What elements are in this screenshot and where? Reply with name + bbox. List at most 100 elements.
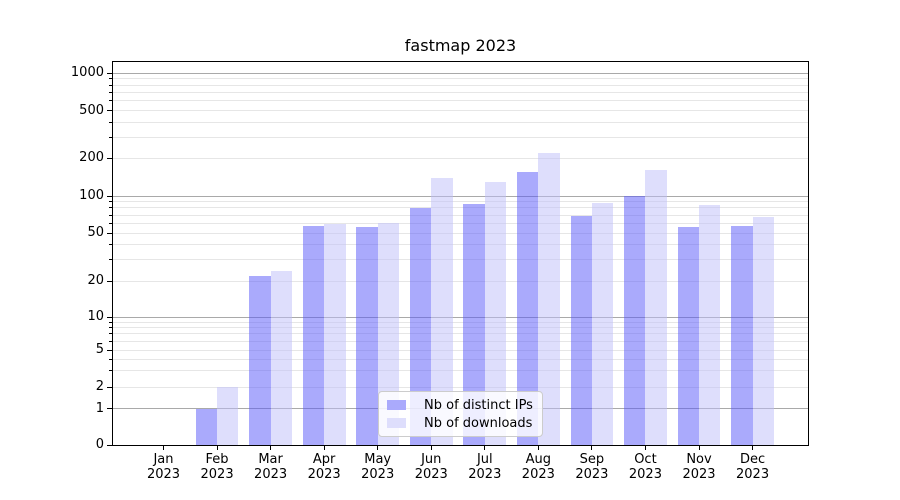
minor-gridline <box>113 232 808 234</box>
month-label: Nov <box>686 452 712 467</box>
y-tick-label: 200 <box>79 150 104 166</box>
legend: Nb of distinct IPs Nb of downloads <box>378 391 543 437</box>
legend-item-distinct-ips: Nb of distinct IPs <box>379 396 542 414</box>
y-minor-tick-mark <box>109 214 112 216</box>
x-tick-label-apr: Apr 2023 <box>294 452 354 482</box>
y-tick-label: 5 <box>95 342 104 357</box>
month-label: Feb <box>205 452 229 467</box>
minor-gridline <box>113 349 808 351</box>
month-label: Jul <box>476 452 493 467</box>
year-label: 2023 <box>361 467 395 482</box>
month-label: Oct <box>634 452 657 467</box>
minor-gridline <box>113 207 808 209</box>
y-tick-mark <box>107 280 112 282</box>
y-tick-label: 20 <box>87 273 104 288</box>
minor-gridline <box>113 340 808 342</box>
x-tick-mark <box>537 446 539 450</box>
bar-distinct-ips-jul <box>463 204 485 445</box>
y-minor-tick-mark <box>109 136 112 138</box>
x-tick-label-oct: Oct 2023 <box>615 452 675 482</box>
minor-gridline <box>113 136 808 138</box>
bar-distinct-ips-may <box>356 226 378 445</box>
y-tick-mark <box>107 349 112 351</box>
minor-gridline <box>113 214 808 216</box>
x-tick-label-feb: Feb 2023 <box>187 452 247 482</box>
minor-gridline <box>113 201 808 203</box>
y-minor-tick-mark <box>109 327 112 329</box>
year-label: 2023 <box>468 467 502 482</box>
x-tick-label-mar: Mar 2023 <box>241 452 301 482</box>
minor-gridline <box>113 222 808 224</box>
bar-downloads-dec <box>752 217 774 445</box>
month-label: Aug <box>525 452 552 467</box>
y-tick-mark <box>107 195 112 197</box>
bar-distinct-ips-jun <box>409 207 432 445</box>
minor-gridline <box>113 358 808 360</box>
x-tick-label-aug: Aug 2023 <box>508 452 568 482</box>
minor-gridline <box>113 91 808 93</box>
year-label: 2023 <box>575 467 609 482</box>
minor-gridline <box>113 121 808 123</box>
x-tick-mark <box>484 446 486 450</box>
minor-gridline <box>113 259 808 261</box>
year-label: 2023 <box>736 467 770 482</box>
bar-downloads-may <box>377 223 400 445</box>
y-minor-tick-mark <box>109 370 112 372</box>
bar-downloads-mar <box>270 271 292 445</box>
x-tick-mark <box>430 446 432 450</box>
month-label: Mar <box>258 452 283 467</box>
axis-spine-left <box>112 61 113 446</box>
bar-downloads-nov <box>699 205 721 445</box>
bar-downloads-aug <box>538 153 560 445</box>
y-tick-mark <box>107 386 112 388</box>
bar-distinct-ips-nov <box>677 226 699 445</box>
month-label: Dec <box>739 452 766 467</box>
bar-distinct-ips-dec <box>731 226 753 445</box>
bar-downloads-oct <box>645 169 667 445</box>
y-tick-label: 2 <box>95 379 104 394</box>
y-tick-label: 100 <box>79 188 104 203</box>
axis-spine-right <box>808 61 809 446</box>
y-minor-tick-mark <box>109 358 112 360</box>
x-tick-mark <box>377 446 379 450</box>
minor-gridline <box>113 110 808 111</box>
minor-gridline <box>113 333 808 335</box>
bar-distinct-ips-sep <box>570 215 592 445</box>
y-minor-tick-mark <box>109 259 112 261</box>
year-label: 2023 <box>682 467 716 482</box>
y-minor-tick-mark <box>109 321 112 323</box>
y-minor-tick-mark <box>109 78 112 80</box>
x-tick-label-may: May 2023 <box>348 452 408 482</box>
year-label: 2023 <box>628 467 662 482</box>
minor-gridline <box>113 386 808 388</box>
x-tick-mark <box>752 446 754 450</box>
legend-label: Nb of distinct IPs <box>424 397 533 413</box>
bar-distinct-ips-oct <box>624 196 646 445</box>
year-label: 2023 <box>307 467 341 482</box>
year-label: 2023 <box>521 467 555 482</box>
downloads-swatch-icon <box>387 418 406 428</box>
bar-distinct-ips-feb <box>195 408 218 445</box>
y-tick-mark <box>107 316 112 318</box>
y-minor-tick-mark <box>109 244 112 246</box>
x-tick-mark <box>591 446 593 450</box>
x-tick-mark <box>216 446 218 450</box>
chart-title: fastmap 2023 <box>404 36 517 55</box>
bar-downloads-sep <box>591 203 614 445</box>
major-gridline <box>113 316 808 318</box>
y-tick-label: 50 <box>87 225 104 240</box>
y-minor-tick-mark <box>109 222 112 224</box>
y-minor-tick-mark <box>109 333 112 335</box>
x-tick-label-nov: Nov 2023 <box>669 452 729 482</box>
major-gridline <box>113 72 808 74</box>
year-label: 2023 <box>414 467 448 482</box>
month-label: Jun <box>421 452 442 467</box>
y-tick-label: 1000 <box>70 65 104 80</box>
x-tick-mark <box>323 446 325 450</box>
x-tick-label-sep: Sep 2023 <box>562 452 622 482</box>
x-tick-label-jun: Jun 2023 <box>401 452 461 482</box>
y-tick-mark <box>107 444 112 446</box>
y-minor-tick-mark <box>109 340 112 342</box>
minor-gridline <box>113 370 808 372</box>
